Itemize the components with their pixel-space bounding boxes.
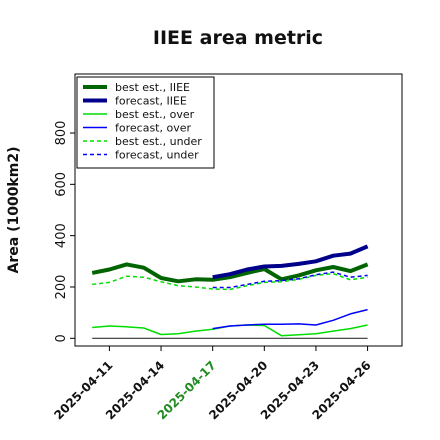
x-ticks: 2025-04-112025-04-142025-04-172025-04-20… <box>51 346 374 422</box>
y-tick-label: 200 <box>54 275 69 300</box>
series-line-0 <box>91 262 369 284</box>
y-tick-label: 400 <box>54 223 69 248</box>
legend-label: forecast, over <box>115 122 191 135</box>
legend-label: forecast, under <box>115 149 199 162</box>
series-layer <box>91 244 369 337</box>
y-tick-label: 600 <box>54 172 69 197</box>
legend-label: forecast, IIEE <box>115 95 187 108</box>
y-tick-label: 0 <box>54 334 69 342</box>
legend-box <box>76 76 215 169</box>
legend-label: best est., over <box>115 108 195 121</box>
series-line-4 <box>92 272 368 291</box>
plot-area <box>74 73 403 347</box>
series-line-1 <box>212 244 369 280</box>
y-tick-label: 800 <box>54 121 69 146</box>
series-line-5 <box>212 271 368 289</box>
legend-label: best est., under <box>115 135 202 148</box>
y-ticks: 0 200 400 600 800 <box>54 121 75 342</box>
y-axis-label: Area (1000km2) <box>6 147 22 274</box>
legend-label: best est., IIEE <box>115 81 190 94</box>
series-line-3 <box>212 308 368 330</box>
chart-title: IIEE area metric <box>153 27 323 49</box>
